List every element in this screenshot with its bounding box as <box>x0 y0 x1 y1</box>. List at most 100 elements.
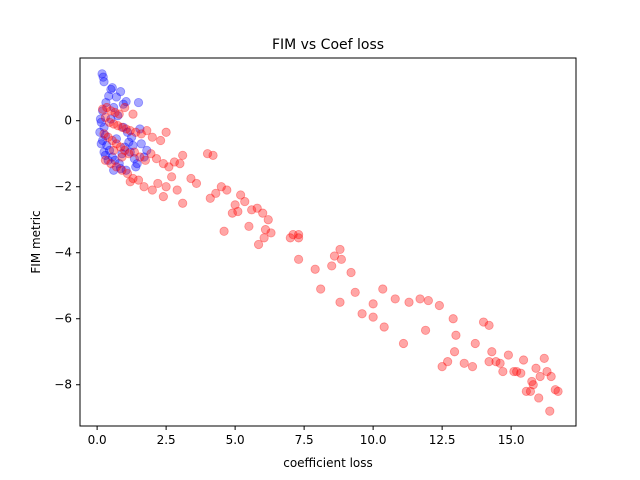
data-point-series-2 <box>153 178 163 189</box>
data-point-series-2 <box>106 159 116 169</box>
data-point-series-2 <box>546 371 556 382</box>
data-point-series-2 <box>161 127 171 137</box>
data-point-series-2 <box>103 132 113 142</box>
x-tick-label: 10.0 <box>360 433 387 447</box>
data-point-series-2 <box>470 338 480 349</box>
plot-frame <box>79 57 577 427</box>
data-point-series-1 <box>129 154 139 164</box>
data-point-series-1 <box>111 134 122 144</box>
data-point-series-2 <box>236 190 246 200</box>
data-point-series-2 <box>191 178 202 189</box>
data-point-series-2 <box>111 139 122 149</box>
data-point-series-1 <box>98 106 108 116</box>
data-point-series-2 <box>449 347 460 357</box>
data-point-series-2 <box>503 350 513 360</box>
data-point-series-2 <box>146 149 156 159</box>
data-point-series-1 <box>139 152 149 162</box>
y-axis-label: FIM metric <box>29 210 43 273</box>
data-point-series-2 <box>125 177 135 187</box>
data-point-series-2 <box>100 112 110 123</box>
data-point-series-2 <box>434 300 444 311</box>
data-point-series-2 <box>172 185 182 195</box>
data-point-series-2 <box>222 185 232 195</box>
data-point-series-2 <box>423 295 433 306</box>
data-point-series-2 <box>346 267 356 278</box>
data-point-series-2 <box>99 129 109 139</box>
data-point-series-2 <box>128 173 138 184</box>
data-point-series-2 <box>404 297 414 307</box>
data-point-series-1 <box>128 140 138 151</box>
data-point-series-1 <box>136 139 146 149</box>
data-point-series-2 <box>109 119 119 129</box>
data-point-series-2 <box>368 299 378 309</box>
data-point-series-2 <box>100 155 110 165</box>
data-point-series-2 <box>285 233 295 243</box>
data-point-series-1 <box>131 162 141 172</box>
data-point-series-2 <box>178 198 188 208</box>
data-point-series-2 <box>293 254 304 264</box>
data-point-series-2 <box>136 129 146 139</box>
data-point-series-2 <box>459 358 469 368</box>
data-point-series-2 <box>327 261 337 271</box>
data-point-series-1 <box>127 132 137 142</box>
data-point-series-1 <box>124 137 134 147</box>
data-point-series-1 <box>121 96 131 107</box>
data-point-series-2 <box>487 347 497 357</box>
data-point-series-2 <box>110 107 120 118</box>
data-point-series-2 <box>98 104 108 114</box>
data-point-series-2 <box>478 317 489 327</box>
data-point-series-2 <box>378 284 388 294</box>
data-point-series-2 <box>491 357 501 367</box>
data-point-series-1 <box>135 124 145 134</box>
data-point-series-2 <box>518 355 529 365</box>
data-point-series-2 <box>211 188 221 198</box>
data-point-series-2 <box>175 159 185 169</box>
data-point-series-2 <box>202 149 213 159</box>
data-point-series-1 <box>104 145 115 156</box>
x-tick-label: 2.5 <box>157 433 176 447</box>
data-point-series-2 <box>498 366 508 377</box>
x-tick-label: 12.5 <box>429 433 456 447</box>
data-point-series-2 <box>240 196 250 207</box>
points-layer <box>95 69 563 416</box>
data-point-series-1 <box>99 147 109 157</box>
data-point-series-2 <box>205 193 215 203</box>
data-point-series-2 <box>443 357 453 367</box>
data-point-series-2 <box>521 386 531 396</box>
data-point-series-2 <box>114 109 124 119</box>
y-axis: 0 −2 −4 −6 −8 <box>54 114 80 392</box>
data-point-series-1 <box>120 142 130 152</box>
data-point-series-2 <box>115 142 126 152</box>
data-point-series-1 <box>98 72 108 82</box>
data-point-series-2 <box>216 182 226 192</box>
data-point-series-1 <box>122 127 133 137</box>
data-point-series-2 <box>158 159 168 169</box>
data-point-series-2 <box>553 386 563 396</box>
data-point-series-2 <box>528 380 538 390</box>
data-point-series-2 <box>266 228 276 238</box>
data-point-series-2 <box>117 152 127 162</box>
data-point-series-1 <box>95 114 106 124</box>
data-point-series-2 <box>550 385 560 395</box>
data-point-series-2 <box>147 132 157 142</box>
data-point-series-1 <box>99 77 109 87</box>
data-point-series-2 <box>288 229 298 240</box>
data-point-series-2 <box>169 157 179 167</box>
data-point-series-2 <box>336 254 346 264</box>
data-point-series-1 <box>101 97 111 108</box>
x-axis: 0.0 2.5 5.0 7.5 10.0 12.5 15.0 <box>88 426 524 447</box>
data-point-series-1 <box>107 83 117 93</box>
data-point-series-2 <box>167 172 177 182</box>
data-point-series-2 <box>527 376 537 387</box>
data-point-series-2 <box>139 182 149 192</box>
data-point-series-1 <box>111 92 122 102</box>
data-point-series-1 <box>100 130 110 141</box>
chart-title: FIM vs Coef loss <box>272 37 384 53</box>
data-point-series-2 <box>484 357 494 367</box>
data-point-series-1 <box>109 165 119 175</box>
data-point-series-2 <box>227 208 237 218</box>
data-point-series-2 <box>420 325 431 335</box>
data-point-series-1 <box>118 122 128 132</box>
data-point-series-2 <box>545 406 555 416</box>
data-point-series-2 <box>539 353 549 363</box>
